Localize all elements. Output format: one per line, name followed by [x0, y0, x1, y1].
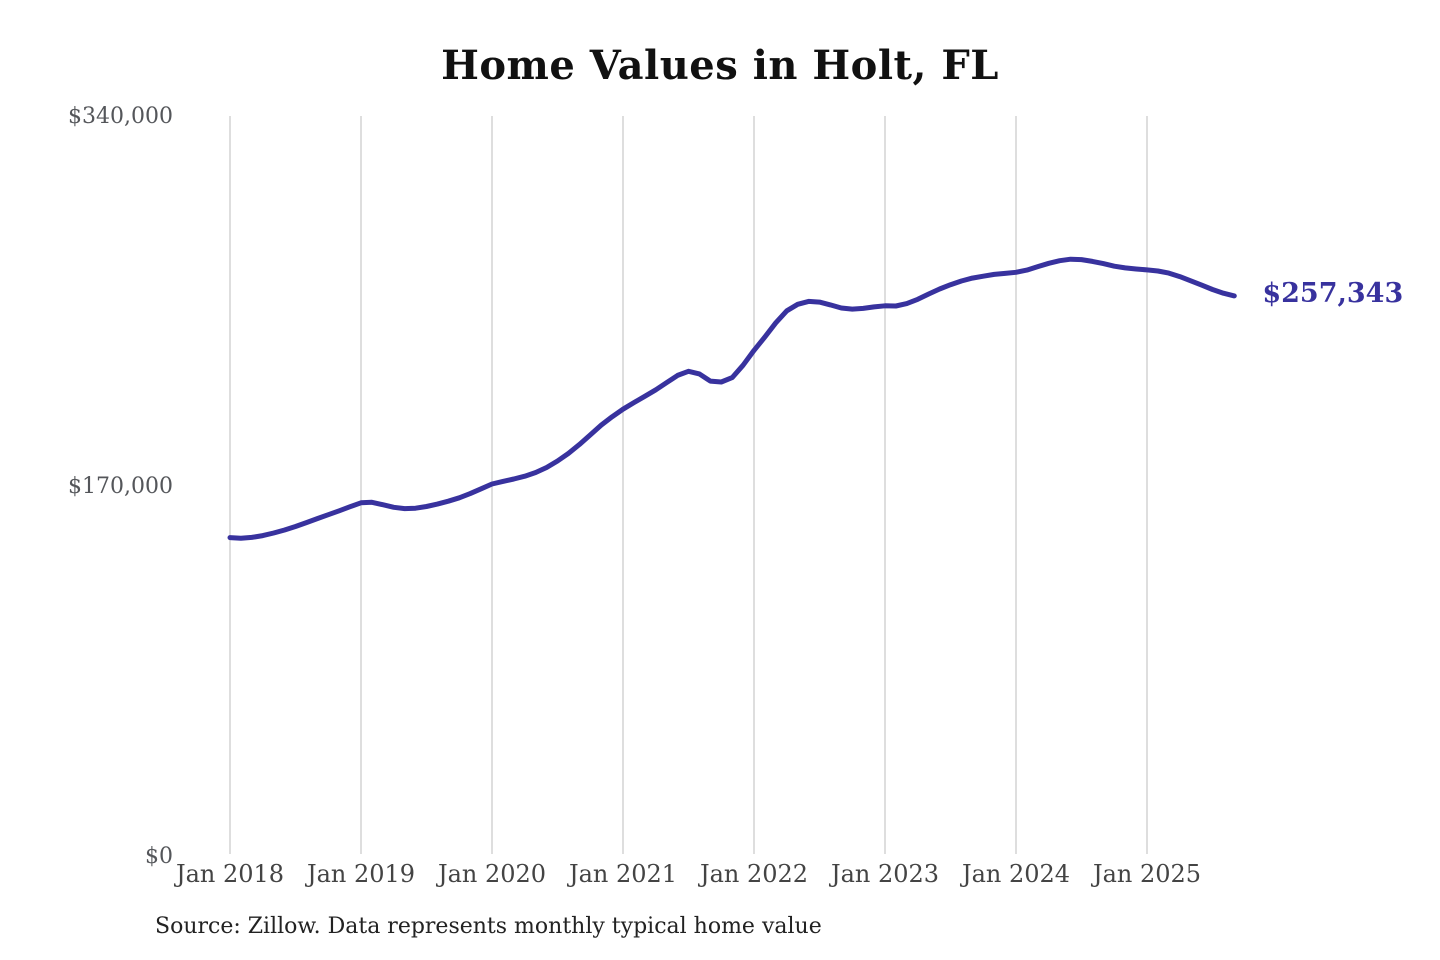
latest-value-label: $257,343 [1262, 277, 1404, 309]
y-tick-label: $170,000 [68, 474, 173, 499]
y-tick-label: $0 [145, 844, 173, 869]
home-value-series-line [227, 256, 1237, 541]
x-tick-label: Jan 2022 [697, 860, 808, 888]
x-tick-label: Jan 2023 [828, 860, 939, 888]
x-tick-label: Jan 2021 [566, 860, 677, 888]
x-tick-label: Jan 2024 [959, 860, 1070, 888]
x-tick-label: Jan 2025 [1090, 860, 1201, 888]
source-note: Source: Zillow. Data represents monthly … [155, 914, 822, 939]
x-tick-label: Jan 2020 [435, 860, 546, 888]
x-tick-label: Jan 2019 [304, 860, 415, 888]
y-tick-label: $340,000 [68, 104, 173, 129]
chart-title: Home Values in Holt, FL [441, 42, 999, 89]
x-tick-label: Jan 2018 [173, 860, 284, 888]
